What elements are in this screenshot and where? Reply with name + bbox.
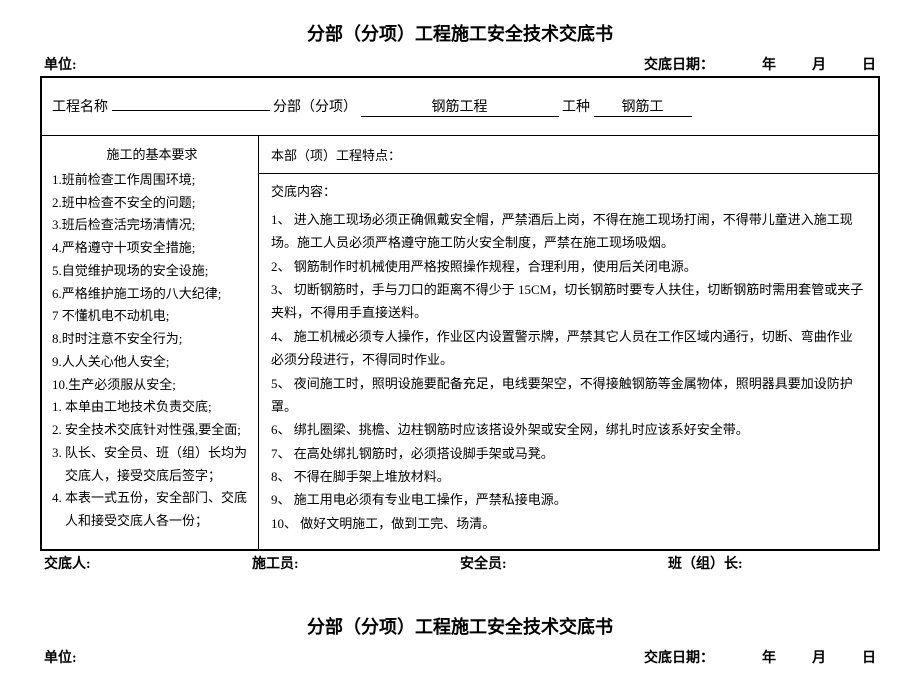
project-row: 工程名称 分部（分项） 钢筋工程 工种 钢筋工 (41, 77, 879, 136)
left-item: 9.人人关心他人安全; (52, 351, 252, 374)
day-slot (830, 54, 858, 74)
body-row: 施工的基本要求 1.班前检查工作周围环境;2.班中检查不安全的问题;3.班后检查… (41, 136, 879, 551)
left-note: 4. 本表一式五份，安全部门、交底人和接受交底人各一份； (52, 487, 252, 533)
year-slot (718, 54, 758, 74)
content-item: 4、 施工机械必须专人操作，作业区内设置警示牌，严禁其它人员在工作区域内通行，切… (271, 325, 864, 372)
day-slot-2 (830, 647, 858, 667)
doc-title: 分部（分项）工程施工安全技术交底书 (40, 20, 880, 46)
footer-row: 交底人: 施工员: 安全员: 班（组）长: (40, 553, 880, 573)
footer-c: 安全员: (460, 553, 668, 573)
right-column: 本部（项）工程特点： 交底内容： 1、 进入施工现场必须正确佩戴安全帽，严禁酒后… (259, 136, 880, 551)
second-document-section: 分部（分项）工程施工安全技术交底书 单位: 交底日期： 年 月 日 (40, 613, 880, 667)
left-item: 7 不懂机电不动机电; (52, 305, 252, 328)
left-item: 4.严格遵守十项安全措施; (52, 237, 252, 260)
left-note: 1. 本单由工地技术负责交底; (52, 396, 252, 419)
doc-title-2: 分部（分项）工程施工安全技术交底书 (40, 613, 880, 639)
unit-label: 单位: (44, 54, 77, 74)
month-slot-2 (780, 647, 808, 667)
content-item: 2、 钢筋制作时机械使用严格按照操作规程，合理利用，使用后关闭电源。 (271, 255, 864, 278)
header-row: 单位: 交底日期： 年 月 日 (40, 54, 880, 74)
content-item: 9、 施工用电必须有专业电工操作，严禁私接电源。 (271, 488, 864, 511)
project-label: 工程名称 (52, 100, 108, 115)
document-section: 分部（分项）工程施工安全技术交底书 单位: 交底日期： 年 月 日 工程名称 分… (40, 20, 880, 573)
month-label: 月 (812, 54, 826, 74)
left-item: 10.生产必须服从安全; (52, 374, 252, 397)
month-slot (780, 54, 808, 74)
feature-label: 本部（项）工程特点： (271, 144, 864, 167)
unit-label-2: 单位: (44, 647, 77, 667)
project-value (112, 110, 270, 111)
subproject-label: 分部（分项） (273, 100, 357, 115)
day-label: 日 (862, 54, 876, 74)
worktype-label: 工种 (562, 100, 590, 115)
left-heading: 施工的基本要求 (52, 144, 252, 167)
day-label-2: 日 (862, 647, 876, 667)
left-item: 5.自觉维护现场的安全设施; (52, 260, 252, 283)
footer-d: 班（组）长: (668, 553, 876, 573)
date-group: 交底日期： 年 月 日 (644, 54, 876, 74)
subproject-value: 钢筋工程 (361, 96, 559, 117)
date-label: 交底日期： (644, 54, 714, 74)
left-item: 3.班后检查活完场清情况; (52, 214, 252, 237)
date-label-2: 交底日期： (644, 647, 714, 667)
content-label: 交底内容： (271, 180, 864, 203)
left-item: 1.班前检查工作周围环境; (52, 169, 252, 192)
project-cell: 工程名称 分部（分项） 钢筋工程 工种 钢筋工 (41, 77, 879, 136)
year-slot-2 (718, 647, 758, 667)
left-column: 施工的基本要求 1.班前检查工作周围环境;2.班中检查不安全的问题;3.班后检查… (41, 136, 259, 551)
left-note: 2. 安全技术交底针对性强,要全面; (52, 419, 252, 442)
content-item: 8、 不得在脚手架上堆放材料。 (271, 465, 864, 488)
content-item: 6、 绑扎圈梁、挑檐、边柱钢筋时应该搭设外架或安全网，绑扎时应该系好安全带。 (271, 418, 864, 441)
left-notes: 1. 本单由工地技术负责交底;2. 安全技术交底针对性强,要全面;3. 队长、安… (52, 396, 252, 533)
month-label-2: 月 (812, 647, 826, 667)
content-item: 7、 在高处绑扎钢筋时，必须搭设脚手架或马凳。 (271, 442, 864, 465)
main-table: 工程名称 分部（分项） 钢筋工程 工种 钢筋工 施工的基本要求 1.班前检查工作… (40, 76, 880, 551)
header-row-2: 单位: 交底日期： 年 月 日 (40, 647, 880, 667)
content-block: 交底内容： 1、 进入施工现场必须正确佩戴安全帽，严禁酒后上岗，不得在施工现场打… (259, 173, 878, 535)
date-group-2: 交底日期： 年 月 日 (644, 647, 876, 667)
year-label: 年 (762, 54, 776, 74)
year-label-2: 年 (762, 647, 776, 667)
left-items: 1.班前检查工作周围环境;2.班中检查不安全的问题;3.班后检查活完场清情况;4… (52, 169, 252, 397)
left-item: 8.时时注意不安全行为; (52, 328, 252, 351)
content-item: 10、 做好文明施工，做到工完、场清。 (271, 512, 864, 535)
content-items: 1、 进入施工现场必须正确佩戴安全帽，严禁酒后上岗，不得在施工现场打闹，不得带儿… (271, 208, 864, 535)
left-item: 2.班中检查不安全的问题; (52, 192, 252, 215)
content-item: 5、 夜间施工时，照明设施要配备充足，电线要架空，不得接触钢筋等金属物体，照明器… (271, 372, 864, 419)
worktype-value: 钢筋工 (594, 96, 692, 117)
content-item: 3、 切断钢筋时，手与刀口的距离不得少于 15CM，切长钢筋时要专人扶住，切断钢… (271, 278, 864, 325)
left-note: 3. 队长、安全员、班（组）长均为交底人，接受交底后签字； (52, 442, 252, 488)
footer-b: 施工员: (252, 553, 460, 573)
content-item: 1、 进入施工现场必须正确佩戴安全帽，严禁酒后上岗，不得在施工现场打闹，不得带儿… (271, 208, 864, 255)
footer-a: 交底人: (44, 553, 252, 573)
left-item: 6.严格维护施工场的八大纪律; (52, 283, 252, 306)
